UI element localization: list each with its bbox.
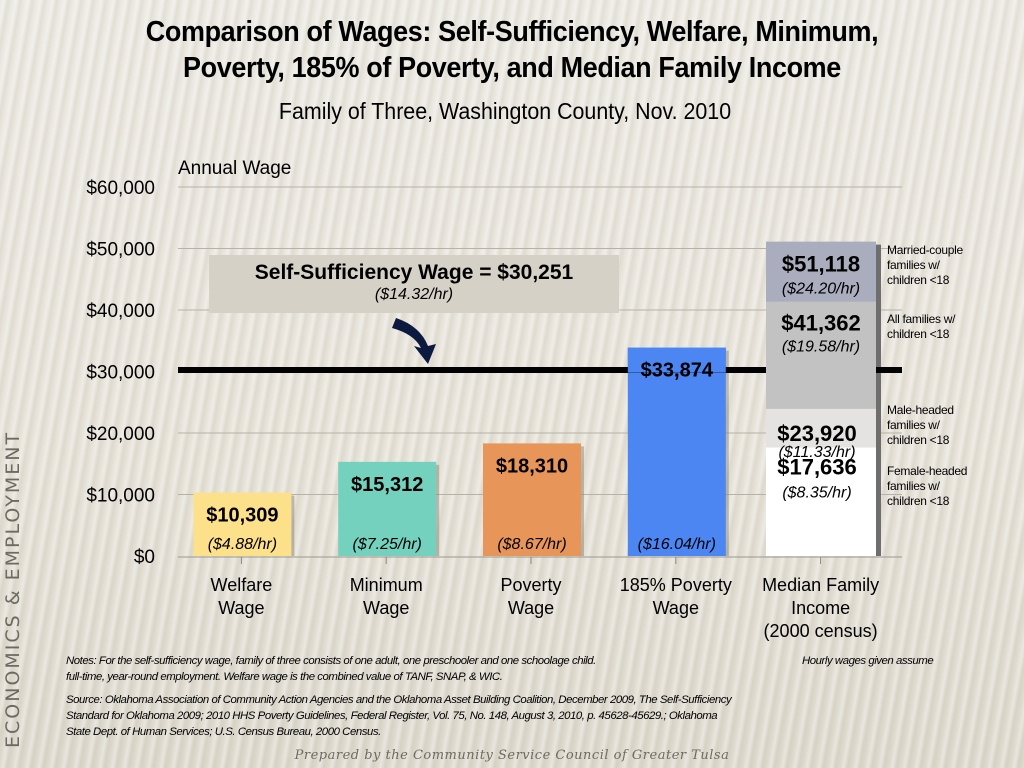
bar-hourly-label: ($7.25/hr) — [353, 536, 422, 553]
y-tick-label: $30,000 — [86, 363, 155, 384]
median-segment-hourly-label: ($19.58/hr) — [782, 339, 860, 356]
y-tick-label: $20,000 — [86, 424, 155, 445]
median-segment-hourly-label: ($24.20/hr) — [782, 281, 860, 298]
x-category-label: Wage — [363, 598, 409, 618]
bar-hourly-label: ($16.04/hr) — [638, 536, 716, 553]
chart-title: Comparison of Wages: Self-Sufficiency, W… — [36, 14, 988, 86]
x-category-label: 185% Poverty — [620, 575, 732, 595]
x-category-label: Wage — [218, 598, 264, 618]
self-sufficiency-callout: Self-Sufficiency Wage = $30,251 ($14.32/… — [209, 255, 619, 313]
x-category-label: Wage — [508, 598, 554, 618]
source-line-3: State Dept. of Human Services; U.S. Cens… — [66, 726, 381, 738]
bar — [483, 443, 581, 556]
callout-arrow-icon — [392, 318, 436, 364]
notes-line-1: Notes: For the self-sufficiency wage, fa… — [66, 655, 596, 667]
legend-note-line: Female-headed — [887, 464, 968, 478]
legend-note-line: children <18 — [887, 494, 950, 508]
legend-note-line: children <18 — [887, 433, 950, 447]
bar-value-label: $10,309 — [206, 505, 278, 527]
median-bar-overlay — [766, 365, 876, 374]
median-segment-value-label: $23,920 — [777, 421, 857, 446]
self-sufficiency-label: Self-Sufficiency Wage = $30,251 — [254, 261, 574, 284]
bar — [193, 492, 292, 556]
legend-note-line: families w/ — [887, 479, 940, 493]
bar-value-label-overlay: $33,874 — [641, 360, 714, 382]
bar-value-label: $15,312 — [351, 474, 423, 496]
bar-hourly-label: ($8.67/hr) — [497, 536, 566, 553]
y-tick-label: $0 — [134, 547, 155, 568]
legend-note-all-families: All families w/ children <18 — [887, 312, 955, 342]
y-axis-title: Annual Wage — [178, 158, 291, 179]
x-category-label: (2000 census) — [764, 621, 878, 641]
median-segment-hourly-label: ($8.35/hr) — [782, 485, 851, 502]
x-category-label: Wage — [653, 598, 699, 618]
y-tick-label: $10,000 — [86, 486, 155, 507]
x-category-label: Income — [791, 598, 850, 618]
legend-note-line: children <18 — [887, 327, 950, 341]
y-tick-label: $60,000 — [86, 178, 155, 199]
footer-credit: Prepared by the Community Service Counci… — [294, 748, 730, 763]
chart-title-line-2: Poverty, 185% of Poverty, and Median Fam… — [183, 52, 841, 84]
legend-note-line: Male-headed — [887, 403, 954, 417]
self-sufficiency-hourly: ($14.32/hr) — [374, 286, 454, 303]
median-segment-value-label: $51,118 — [782, 252, 860, 277]
bar-value-label: $18,310 — [496, 455, 568, 477]
y-tick-label: $50,000 — [86, 240, 155, 261]
legend-note-line: families w/ — [887, 418, 940, 432]
legend-note-line: children <18 — [887, 273, 950, 287]
median-bar-side — [876, 244, 881, 556]
bar — [338, 461, 437, 556]
chart-subtitle: Family of Three, Washington County, Nov.… — [278, 98, 732, 124]
chart-title-line-1: Comparison of Wages: Self-Sufficiency, W… — [145, 16, 879, 48]
median-bar-segment — [766, 447, 876, 556]
source-line-2: Standard for Oklahoma 2009; 2010 HHS Pov… — [66, 710, 718, 722]
legend-note-line: All families w/ — [887, 312, 956, 326]
x-category-label: Minimum — [350, 575, 423, 595]
notes-line-2: full-time, year-round employment. Welfar… — [66, 671, 503, 683]
bar-overlay — [627, 347, 726, 373]
notes-block: Notes: For the self-sufficiency wage, fa… — [66, 653, 966, 747]
median-segment-hourly-label: ($11.33/hr) — [778, 444, 855, 461]
legend-note-married-couple: Married-couple families w/ children <18 — [887, 243, 963, 288]
notes-hourly-assumption: Hourly wages given assume — [802, 655, 934, 667]
median-segment-value-label: $41,362 — [781, 311, 861, 336]
bar-hourly-label: ($4.88/hr) — [208, 536, 277, 553]
legend-note-female-headed: Female-headed families w/ children <18 — [887, 464, 967, 509]
legend-note-male-headed: Male-headed families w/ children <18 — [887, 403, 954, 448]
y-tick-label: $40,000 — [86, 301, 155, 322]
x-category-label: Median Family — [762, 575, 879, 595]
legend-note-line: Married-couple — [887, 243, 963, 257]
legend-note-line: families w/ — [887, 258, 940, 272]
median-segment-value-label: $17,636 — [777, 455, 857, 480]
x-category-label: Poverty — [500, 575, 561, 595]
bar — [627, 347, 726, 556]
source-line-1: Source: Oklahoma Association of Communit… — [66, 694, 732, 706]
x-category-label: Welfare — [211, 575, 273, 595]
